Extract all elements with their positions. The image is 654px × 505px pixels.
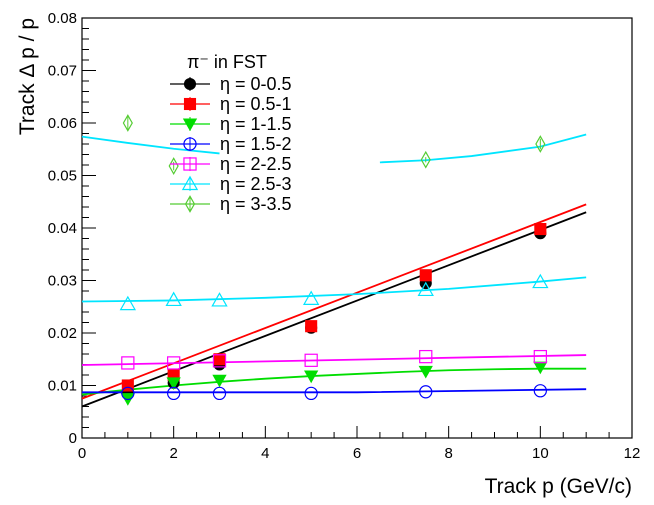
fit-curve-0 xyxy=(81,211,587,408)
fit-curve-6 xyxy=(379,133,587,164)
y-tick-label: 0.04 xyxy=(48,220,77,237)
data-point-3 xyxy=(304,386,318,401)
data-point-5 xyxy=(417,281,434,297)
y-tick-label: 0.06 xyxy=(48,115,77,132)
data-point-1 xyxy=(213,353,226,366)
legend-label: η = 1-1.5 xyxy=(220,114,292,134)
data-point-4 xyxy=(533,349,547,364)
data-point-5 xyxy=(302,290,320,305)
data-point-2 xyxy=(304,370,319,384)
data-point-2 xyxy=(533,361,548,375)
y-tick-label: 0.07 xyxy=(48,63,77,80)
data-point-5 xyxy=(165,291,182,307)
legend-marker xyxy=(181,175,199,191)
x-axis-label: Track p (GeV/c) xyxy=(485,475,632,498)
data-point-4 xyxy=(121,356,135,370)
data-point-1 xyxy=(305,320,318,333)
data-point-5 xyxy=(119,295,137,311)
data-point-5 xyxy=(211,292,228,307)
legend-marker xyxy=(183,77,197,91)
data-point-4 xyxy=(419,349,433,364)
data-point-6 xyxy=(122,114,133,132)
fit-curve-3 xyxy=(82,388,587,394)
y-tick-label: 0.08 xyxy=(48,10,77,27)
legend-label: η = 0-0.5 xyxy=(220,74,292,94)
data-point-2 xyxy=(418,365,433,379)
legend-marker xyxy=(184,195,196,213)
legend-marker xyxy=(183,157,197,171)
legend-label: η = 2.5-3 xyxy=(220,174,292,194)
x-tick-label: 2 xyxy=(169,445,177,462)
legend-title: π⁻ in FST xyxy=(187,52,267,72)
x-tick-label: 6 xyxy=(353,445,361,462)
legend-label: η = 3-3.5 xyxy=(220,194,292,214)
data-point-4 xyxy=(212,354,227,368)
fit-curve-1 xyxy=(81,203,587,400)
data-point-3 xyxy=(533,384,547,398)
x-tick-label: 8 xyxy=(444,445,452,462)
data-point-6 xyxy=(420,150,431,169)
y-tick-label: 0.02 xyxy=(48,325,77,342)
x-tick-label: 10 xyxy=(532,445,549,462)
data-point-1 xyxy=(534,223,547,236)
y-tick-label: 0.03 xyxy=(48,273,77,290)
data-point-3 xyxy=(167,386,181,401)
fit-curve-6 xyxy=(81,135,220,155)
legend-label: η = 2-2.5 xyxy=(220,154,292,174)
data-point-3 xyxy=(212,386,227,401)
x-tick-label: 12 xyxy=(624,445,641,462)
legend-label: η = 1.5-2 xyxy=(220,134,292,154)
fit-curves xyxy=(81,133,587,408)
data-point-4 xyxy=(304,353,318,367)
y-tick-label: 0.05 xyxy=(48,168,77,185)
data-point-5 xyxy=(532,273,549,289)
legend-marker xyxy=(183,97,197,111)
y-tick-label: 0.01 xyxy=(48,378,77,395)
legend-marker xyxy=(183,137,197,151)
legend-marker xyxy=(182,118,198,132)
legend-label: η = 0.5-1 xyxy=(220,94,292,114)
fit-curve-2 xyxy=(81,367,587,396)
x-tick-label: 0 xyxy=(78,445,86,462)
fit-curve-4 xyxy=(81,354,587,366)
data-point-4 xyxy=(167,356,181,370)
data-points xyxy=(119,114,549,406)
data-point-6 xyxy=(535,135,546,153)
data-point-3 xyxy=(419,385,433,399)
fit-curve-5 xyxy=(81,276,587,303)
data-point-1 xyxy=(419,269,432,282)
data-point-2 xyxy=(212,374,227,388)
data-point-3 xyxy=(121,386,135,401)
x-tick-label: 4 xyxy=(261,445,269,462)
y-axis-label: Track Δ p / p xyxy=(16,18,39,135)
y-tick-label: 0 xyxy=(69,430,77,447)
axis-ticks: 0 2 4 6 8 10 12 0 0.01 0.02 0.03 0.04 0.05 0.06 0.07 0.… xyxy=(48,10,641,462)
data-point-2 xyxy=(166,377,181,391)
